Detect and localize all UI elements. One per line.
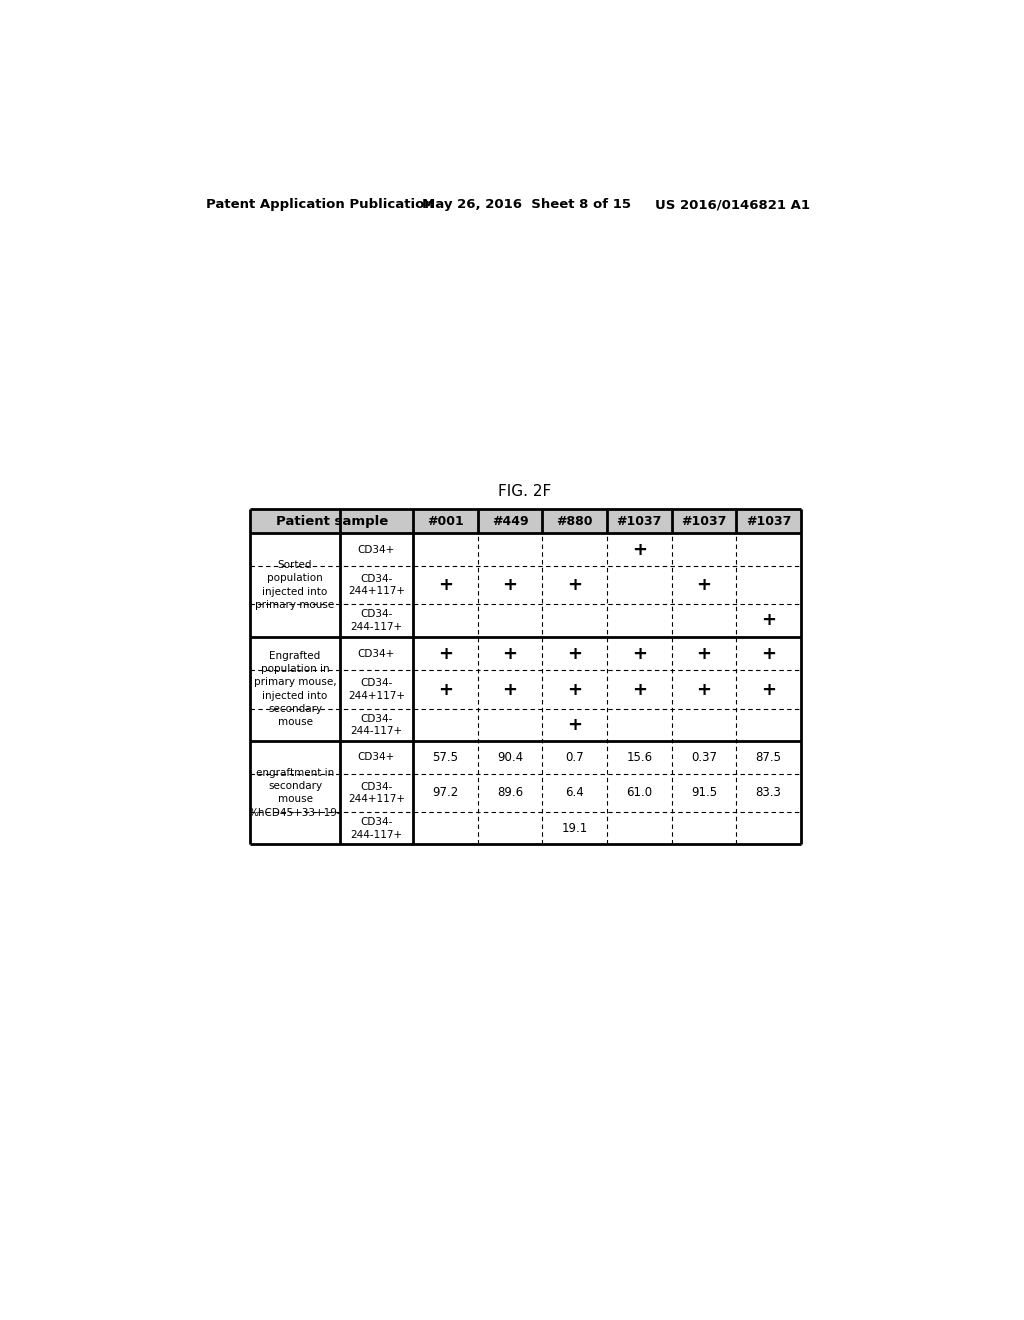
- Text: engraftment in
secondary
mouse
%hCD45+33+19-: engraftment in secondary mouse %hCD45+33…: [249, 768, 341, 817]
- Text: #1037: #1037: [681, 515, 726, 528]
- Text: +: +: [696, 681, 712, 698]
- Text: +: +: [632, 644, 647, 663]
- Text: CD34+: CD34+: [357, 752, 395, 763]
- Text: CD34-
244+117+: CD34- 244+117+: [348, 574, 404, 597]
- Text: Patent Application Publication: Patent Application Publication: [206, 198, 433, 211]
- Text: +: +: [632, 681, 647, 698]
- Text: 91.5: 91.5: [691, 787, 717, 800]
- Text: 57.5: 57.5: [432, 751, 459, 764]
- Text: CD34+: CD34+: [357, 648, 395, 659]
- Text: #880: #880: [556, 515, 593, 528]
- Text: +: +: [567, 681, 583, 698]
- Text: 6.4: 6.4: [565, 787, 584, 800]
- Text: 0.7: 0.7: [565, 751, 584, 764]
- Text: 19.1: 19.1: [561, 822, 588, 834]
- Text: +: +: [438, 644, 453, 663]
- Text: 90.4: 90.4: [497, 751, 523, 764]
- Text: Sorted
population
injected into
primary mouse: Sorted population injected into primary …: [255, 560, 335, 610]
- Text: +: +: [567, 576, 583, 594]
- Text: 61.0: 61.0: [627, 787, 652, 800]
- Text: #1037: #1037: [616, 515, 662, 528]
- Text: +: +: [632, 541, 647, 558]
- Text: +: +: [567, 644, 583, 663]
- Text: 15.6: 15.6: [627, 751, 652, 764]
- Text: May 26, 2016  Sheet 8 of 15: May 26, 2016 Sheet 8 of 15: [423, 198, 632, 211]
- Text: CD34-
244-117+: CD34- 244-117+: [350, 610, 402, 631]
- Text: 87.5: 87.5: [756, 751, 781, 764]
- Text: CD34-
244+117+: CD34- 244+117+: [348, 678, 404, 701]
- Text: +: +: [696, 576, 712, 594]
- Text: +: +: [567, 717, 583, 734]
- Bar: [251, 508, 801, 533]
- Text: CD34-
244-117+: CD34- 244-117+: [350, 817, 402, 840]
- Text: +: +: [438, 576, 453, 594]
- Text: +: +: [503, 644, 517, 663]
- Text: CD34+: CD34+: [357, 545, 395, 554]
- Text: +: +: [503, 681, 517, 698]
- Text: +: +: [761, 611, 776, 630]
- Text: 97.2: 97.2: [432, 787, 459, 800]
- Text: +: +: [761, 681, 776, 698]
- Text: +: +: [503, 576, 517, 594]
- Text: #001: #001: [427, 515, 464, 528]
- Text: #1037: #1037: [745, 515, 792, 528]
- Text: Engrafted
population in
primary mouse,
injected into
secondary
mouse: Engrafted population in primary mouse, i…: [254, 651, 336, 727]
- Text: FIG. 2F: FIG. 2F: [498, 483, 552, 499]
- Text: 89.6: 89.6: [497, 787, 523, 800]
- Text: 0.37: 0.37: [691, 751, 717, 764]
- Text: #449: #449: [492, 515, 528, 528]
- Bar: [251, 508, 801, 845]
- Text: 83.3: 83.3: [756, 787, 781, 800]
- Text: Patient sample: Patient sample: [275, 515, 388, 528]
- Text: US 2016/0146821 A1: US 2016/0146821 A1: [655, 198, 810, 211]
- Text: +: +: [438, 681, 453, 698]
- Text: +: +: [761, 644, 776, 663]
- Text: CD34-
244+117+: CD34- 244+117+: [348, 781, 404, 804]
- Text: CD34-
244-117+: CD34- 244-117+: [350, 714, 402, 737]
- Text: +: +: [696, 644, 712, 663]
